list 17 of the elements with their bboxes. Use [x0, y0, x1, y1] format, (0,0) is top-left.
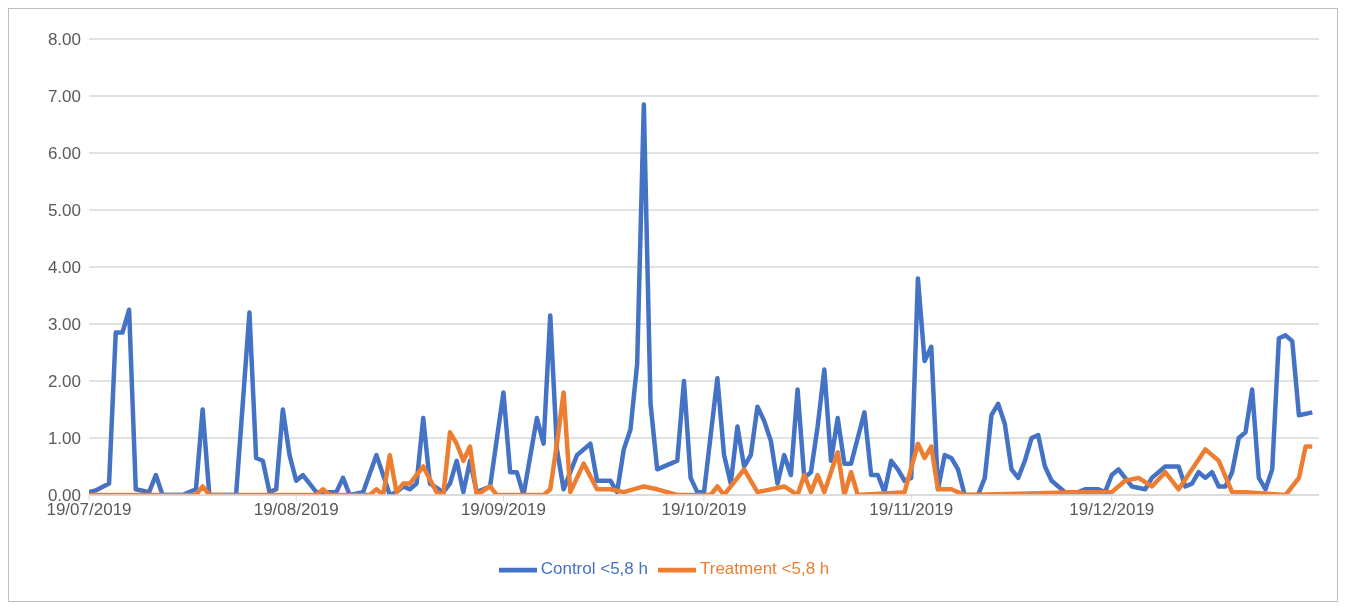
x-tick-label: 19/09/2019: [460, 500, 546, 520]
y-tick-label: 5.00: [47, 201, 81, 221]
y-tick-label: 6.00: [47, 144, 81, 164]
y-tick-label: 7.00: [47, 87, 81, 107]
line-series: [89, 102, 1315, 495]
legend-label: Control <5,8 h: [540, 559, 648, 579]
y-tick-label: 8.00: [47, 30, 81, 50]
y-tick-label: 4.00: [47, 258, 81, 278]
x-tick-label: 19/12/2019: [1069, 500, 1155, 520]
y-tick-label: 1.00: [47, 429, 81, 449]
x-tick-label: 19/11/2019: [869, 500, 954, 520]
x-tick-label: 19/10/2019: [661, 500, 747, 520]
y-tick-label: 3.00: [47, 315, 81, 335]
legend-label: Treatment <5,8 h: [699, 559, 830, 579]
line-series: [89, 390, 1315, 495]
x-tick-label: 19/08/2019: [253, 500, 339, 520]
y-tick-label: 2.00: [47, 372, 81, 392]
